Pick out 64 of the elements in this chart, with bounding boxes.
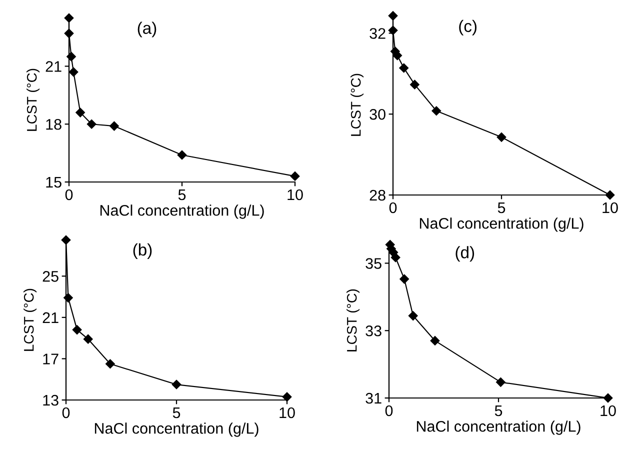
point (388, 26, 398, 35)
point (68, 67, 78, 77)
x-axis-title: NaCl concentration (g/L) (416, 420, 580, 435)
point (76, 108, 85, 118)
y-axis-title: LCST (°C) (346, 289, 360, 352)
x-tick-label: 10 (600, 405, 616, 416)
x-tick-label: 10 (288, 189, 303, 200)
point (106, 359, 115, 368)
y-tick-label: 21 (46, 61, 62, 72)
y-tick-label: 28 (370, 190, 386, 201)
annotation: (b) (133, 243, 152, 259)
point (408, 311, 418, 320)
x-tick-label: 5 (498, 202, 506, 214)
y-tick-label: 15 (46, 177, 62, 188)
x-tick-label: 10 (602, 202, 618, 214)
point (390, 252, 400, 262)
y-tick-label: 13 (43, 394, 58, 406)
y-tick-label: 33 (366, 325, 382, 336)
point (177, 150, 187, 160)
point (64, 293, 73, 302)
point (172, 380, 182, 390)
x-tick-label: 0 (385, 405, 393, 416)
y-tick-label: 18 (46, 118, 62, 130)
point (496, 132, 506, 142)
point (86, 119, 96, 129)
point (430, 336, 440, 346)
x-axis-title: NaCl concentration (g/L) (100, 204, 264, 219)
point (399, 63, 408, 73)
y-tick-label: 32 (370, 28, 386, 39)
point (400, 274, 409, 284)
x-tick-label: 0 (389, 202, 397, 214)
y-tick-label: 25 (42, 270, 58, 282)
point (496, 378, 506, 387)
annotation: (d) (456, 246, 474, 262)
y-axis-title: LCST (°C) (26, 68, 40, 131)
point (290, 172, 300, 181)
point (110, 121, 119, 131)
point (410, 80, 420, 90)
y-tick-label: 17 (43, 354, 58, 364)
point (282, 392, 292, 402)
point (72, 325, 82, 334)
point (83, 334, 93, 344)
x-axis-title: NaCl concentration (g/L) (94, 422, 258, 437)
x-tick-label: 0 (65, 189, 73, 200)
annotation: (a) (138, 22, 156, 38)
annotation: (c) (459, 20, 476, 36)
x-axis-title: NaCl concentration (g/L) (420, 218, 584, 232)
x-tick-label: 5 (494, 406, 502, 416)
y-tick-label: 31 (366, 392, 382, 404)
point (66, 52, 76, 62)
point (603, 393, 613, 403)
y-tick-label: 30 (370, 108, 386, 120)
y-tick-label: 35 (366, 258, 382, 269)
point (388, 11, 398, 20)
x-tick-label: 5 (172, 408, 180, 418)
point (432, 106, 442, 116)
point (605, 190, 615, 200)
x-tick-label: 10 (280, 407, 295, 418)
y-axis-title: LCST (°C) (24, 288, 36, 351)
x-tick-label: 5 (178, 190, 186, 200)
point (392, 50, 402, 60)
y-tick-label: 21 (42, 312, 58, 323)
x-tick-label: 0 (62, 407, 70, 418)
y-axis-title: LCST (°C) (350, 74, 364, 136)
